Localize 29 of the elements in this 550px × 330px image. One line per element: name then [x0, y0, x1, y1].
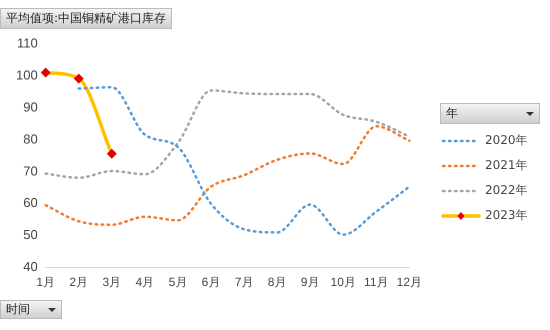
x-tick-label: 10月: [330, 275, 356, 290]
y-tick-label: 100: [16, 67, 38, 82]
x-tick-label: 4月: [136, 275, 154, 290]
line-series: [44, 125, 411, 226]
y-tick-label: 110: [16, 35, 38, 50]
y-tick-label: 80: [23, 131, 38, 146]
x-tick-label: 6月: [202, 275, 220, 290]
x-tick-label: 2月: [69, 275, 88, 290]
legend-label: 2023年: [485, 207, 528, 224]
x-axis-title: 时间: [6, 301, 30, 318]
y-tick-label: 70: [23, 163, 38, 178]
x-tick-label: 12月: [396, 275, 422, 290]
line-series: [78, 86, 411, 236]
y-tick-label: 60: [23, 195, 38, 210]
y-tick-label: 50: [23, 227, 38, 242]
chart-title: 平均值项:中国铜精矿港口库存: [0, 8, 172, 29]
legend-label: 2021年: [485, 157, 528, 174]
x-tick-label: 9月: [300, 275, 320, 290]
x-tick-label: 3月: [102, 275, 122, 290]
legend-title: 年: [446, 105, 458, 122]
x-tick-label: 1月: [36, 275, 56, 290]
legend-label: 2022年: [485, 182, 528, 199]
x-tick-label: 7月: [234, 275, 254, 290]
y-tick-label: 90: [23, 99, 38, 114]
y-tick-label: 40: [23, 259, 38, 274]
x-tick-label: 5月: [168, 275, 188, 290]
x-tick-label: 8月: [268, 275, 286, 290]
x-tick-label: 11月: [364, 275, 389, 290]
legend-label: 2020年: [485, 132, 528, 149]
